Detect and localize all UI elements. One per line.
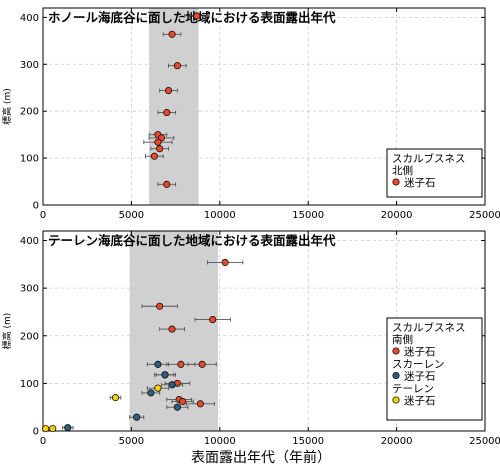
plot-frame [42,7,486,206]
legend-box [386,317,483,421]
x-tick-label: 0 [40,210,46,221]
x-tick-label: 5000 [119,210,144,221]
legend-marker [392,371,400,380]
x-tick-label: 15000 [292,436,324,447]
y-tick-label: 200 [20,107,39,118]
top-chart-panel: 0 5000 10000 15000 20000 25000 0 100 200 300 400 標高… [1,7,500,221]
legend-marker [392,178,400,186]
data-series [61,360,189,432]
data-point [209,316,217,324]
x-tick-label: 10000 [204,210,236,221]
data-point [177,360,185,368]
data-point [168,381,176,389]
legend-group-header: テーレン [392,383,434,395]
data-point [163,180,171,188]
data-point [154,360,162,368]
data-point [198,360,206,368]
y-axis-label: 標高 (m) [1,313,13,350]
data-point [111,394,120,402]
y-tick-label: 400 [20,236,39,247]
y-tick-label: 300 [20,284,39,295]
data-point [133,413,141,421]
data-point [49,425,57,433]
legend-entry-label: 迷子石 [404,395,436,407]
data-series [141,258,244,408]
data-point [221,258,229,266]
legend-entry-label: 迷子石 [404,346,436,358]
data-point [150,152,158,160]
x-tick-label: 20000 [381,436,413,447]
x-tick-label: 20000 [381,210,413,221]
data-series [42,384,169,433]
shaded-age-band [149,8,199,205]
y-axis-label: 標高 (m) [1,88,13,125]
data-point [156,302,164,310]
legend-group-header: 南側 [392,333,413,346]
y-tick-label: 0 [33,427,39,438]
legend-group-header: スカルブスネス [392,321,466,334]
data-point [173,403,181,411]
data-point [179,397,187,406]
legend-entry-label: 迷子石 [404,177,436,189]
data-point [168,30,176,38]
x-tick-label: 25000 [469,210,500,221]
legend-group-header: 北側 [392,164,413,177]
figure-x-axis-label: 表面露出年代（年前） [191,449,331,466]
data-point [163,109,171,117]
y-tick-label: 300 [20,60,39,71]
data-point [156,145,164,153]
x-tick-label: 10000 [204,436,236,447]
y-tick-label: 100 [20,154,39,165]
legend-entry-label: 迷子石 [404,371,436,383]
data-point [154,138,162,146]
data-point [147,389,155,397]
legend-marker [392,347,400,355]
data-point [64,424,72,432]
data-point [173,62,181,70]
data-point [164,87,173,95]
chart-title: テーレン海底谷に面した地域における表面露出年代 [48,233,336,248]
data-point [196,400,204,408]
y-tick-label: 400 [20,13,39,24]
data-point [193,12,201,20]
bottom-chart-panel: 0 5000 10000 15000 20000 25000 0 100 200 300 400 標高… [1,230,500,447]
x-tick-label: 25000 [469,436,500,447]
plot-frame [42,230,486,432]
y-tick-label: 200 [20,331,39,342]
y-tick-label: 100 [20,379,39,390]
chart-title: ホノール海底谷に面した地域における表面露出年代 [48,10,336,25]
legend-group-header: スカーレン [392,359,445,371]
x-tick-label: 15000 [292,210,324,221]
legend-box [386,148,483,198]
legend-marker [392,396,400,404]
legend-group-header: スカルブスネス [392,152,466,165]
y-tick-label: 0 [33,201,39,212]
data-point [154,384,162,392]
x-tick-label: 5000 [119,436,144,447]
data-point [161,371,169,379]
x-tick-label: 0 [40,436,46,447]
data-series [143,12,210,188]
data-point [42,425,50,433]
data-point [168,325,176,333]
